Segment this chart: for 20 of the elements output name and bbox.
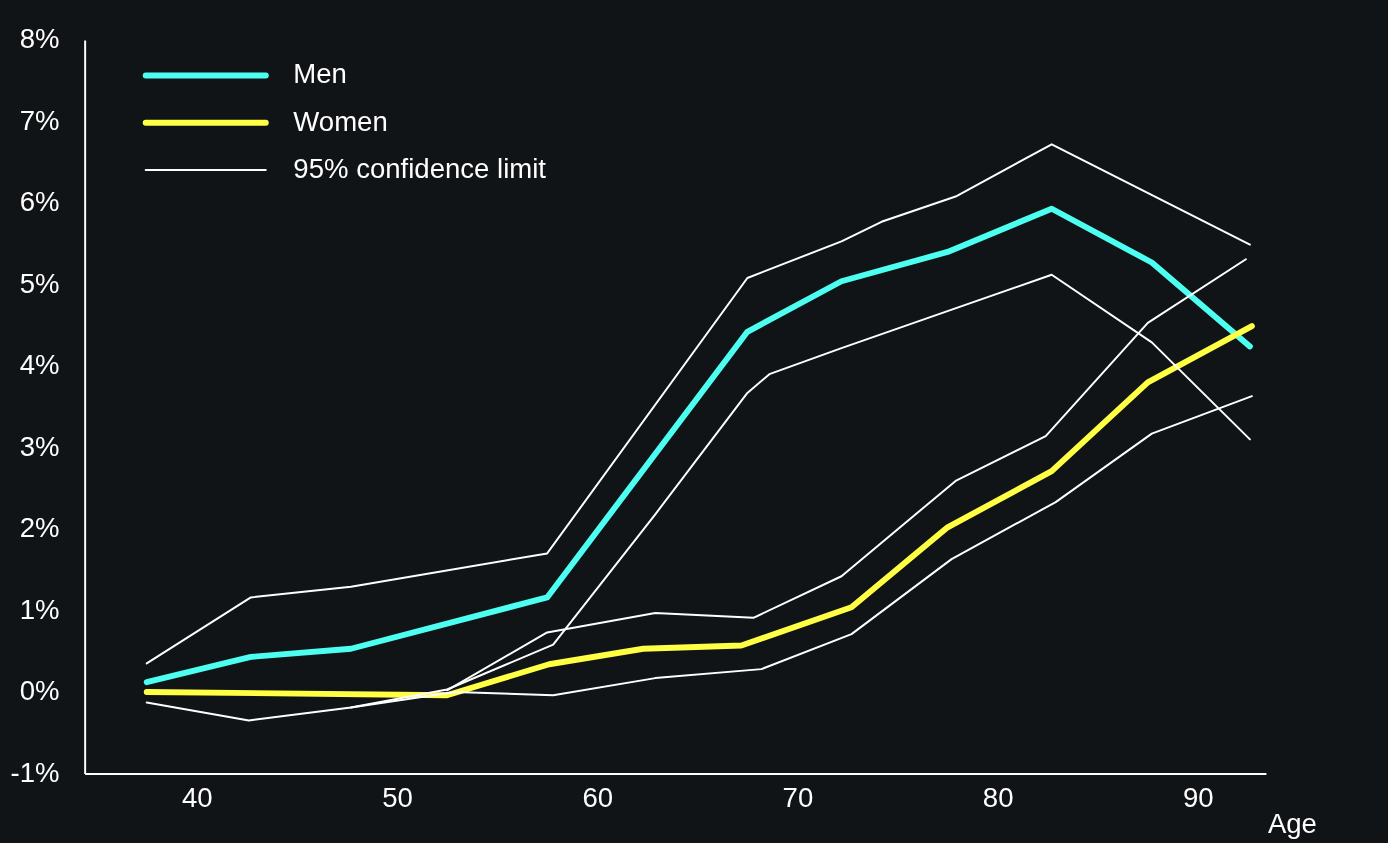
y-tick-label: 4%	[19, 349, 60, 381]
legend-label: Men	[293, 58, 347, 90]
x-tick-label: 90	[1183, 782, 1214, 814]
y-tick-label: 2%	[19, 512, 60, 544]
y-tick-label: 6%	[19, 186, 60, 218]
x-tick-label: 70	[782, 782, 814, 814]
x-tick-label: 80	[982, 782, 1014, 814]
y-tick-label: -1%	[10, 756, 60, 788]
x-axis-title: Age	[1267, 807, 1317, 839]
x-tick-label: 50	[382, 782, 413, 814]
y-tick-label: 7%	[19, 104, 60, 136]
x-tick-label: 60	[582, 782, 614, 814]
y-tick-label: 3%	[19, 430, 60, 462]
y-tick-label: 0%	[19, 675, 60, 707]
legend-label: 95% confidence limit	[293, 152, 547, 184]
y-tick-label: 8%	[19, 23, 60, 55]
y-tick-label: 1%	[19, 593, 60, 625]
legend-label: Women	[293, 105, 388, 137]
y-tick-label: 5%	[19, 267, 60, 299]
x-tick-label: 40	[181, 782, 213, 814]
